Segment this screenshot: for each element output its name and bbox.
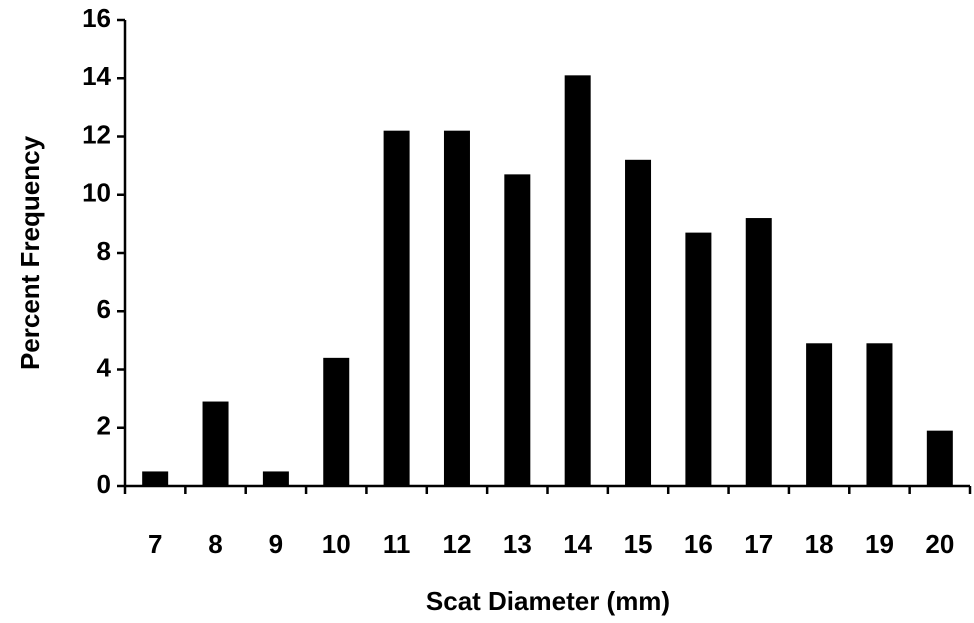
x-tick-label: 11 [383, 529, 411, 559]
y-axis-label: Percent Frequency [15, 135, 45, 370]
bar [745, 218, 772, 487]
x-tick-label: 10 [322, 529, 351, 559]
x-tick-label: 14 [563, 529, 592, 559]
bar [202, 401, 229, 486]
x-tick-label: 16 [684, 529, 713, 559]
y-tick-label: 2 [97, 411, 111, 441]
bar [564, 75, 591, 487]
bar [504, 174, 531, 487]
x-tick-label: 12 [443, 529, 472, 559]
y-tick-label: 10 [82, 178, 111, 208]
y-tick-label: 12 [82, 119, 111, 149]
y-tick-label: 6 [97, 294, 111, 324]
x-tick-label: 20 [925, 529, 954, 559]
x-tick-label: 7 [148, 529, 162, 559]
bar [806, 343, 833, 486]
x-axis-label: Scat Diameter (mm) [426, 586, 670, 616]
bar [443, 130, 470, 487]
x-tick-label: 13 [503, 529, 532, 559]
x-tick-label: 18 [805, 529, 834, 559]
bar [323, 357, 350, 486]
bar [383, 130, 410, 487]
y-tick-label: 8 [97, 236, 111, 266]
y-tick-label: 4 [97, 352, 112, 382]
bar [866, 343, 893, 486]
bar [262, 471, 289, 486]
x-tick-label: 17 [744, 529, 773, 559]
x-tick-label: 15 [624, 529, 653, 559]
x-tick-label: 19 [865, 529, 894, 559]
y-tick-label: 16 [82, 3, 111, 33]
y-tick-label: 14 [82, 61, 111, 91]
bar [926, 430, 953, 486]
x-tick-label: 9 [269, 529, 283, 559]
y-tick-label: 0 [97, 469, 111, 499]
x-tick-label: 8 [208, 529, 222, 559]
bar [685, 232, 712, 486]
bar [625, 159, 652, 487]
bar [142, 471, 169, 486]
